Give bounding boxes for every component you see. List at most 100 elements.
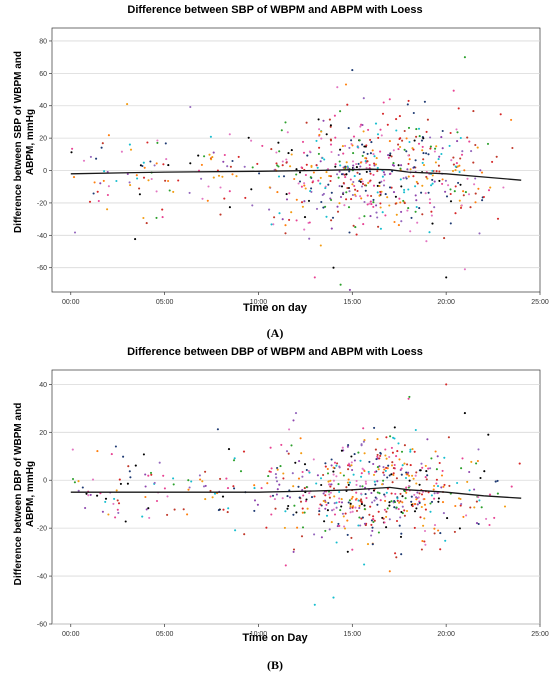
data-point (434, 147, 437, 150)
data-point (162, 474, 165, 477)
data-point (265, 526, 268, 529)
data-point (233, 487, 236, 490)
data-point (475, 522, 479, 525)
data-point (135, 174, 138, 177)
data-point (288, 496, 292, 499)
data-point (407, 471, 410, 474)
data-point (301, 475, 304, 478)
data-point (360, 492, 363, 495)
data-point (332, 473, 335, 476)
data-point (99, 182, 102, 185)
data-point (351, 69, 354, 72)
data-point (270, 513, 273, 516)
data-point (106, 193, 109, 197)
data-point (362, 130, 365, 133)
data-point (458, 164, 461, 167)
data-point (421, 539, 424, 543)
data-point (376, 480, 379, 483)
data-point (478, 499, 481, 502)
data-point (269, 446, 272, 449)
data-point (456, 131, 459, 134)
data-point (348, 231, 351, 234)
data-point (275, 476, 278, 479)
data-point (423, 540, 426, 543)
data-point (417, 496, 420, 499)
data-point (349, 511, 352, 514)
data-point (269, 495, 272, 498)
data-point (276, 468, 279, 471)
data-point (329, 179, 332, 183)
data-point (386, 123, 389, 126)
data-point (393, 220, 396, 224)
data-point (213, 492, 217, 495)
data-point (462, 515, 465, 518)
data-point (231, 173, 234, 176)
data-point (372, 198, 375, 201)
data-point (411, 147, 414, 150)
data-point (149, 160, 152, 163)
data-point (273, 498, 276, 501)
data-point (283, 526, 286, 529)
data-point (457, 107, 460, 110)
data-point (456, 165, 459, 168)
data-point (339, 148, 342, 151)
data-point (72, 176, 76, 179)
data-point (426, 177, 429, 180)
data-point (163, 487, 166, 490)
data-point (310, 165, 313, 168)
data-point (430, 494, 433, 497)
data-point (411, 505, 414, 508)
data-point (476, 146, 479, 149)
data-point (435, 478, 438, 481)
data-point (415, 498, 418, 501)
data-point (491, 160, 494, 163)
data-point (369, 215, 372, 218)
data-point (399, 178, 402, 181)
data-point (82, 159, 86, 162)
data-point (437, 500, 440, 503)
data-point (374, 163, 378, 166)
data-point (412, 175, 415, 178)
data-point (329, 138, 332, 141)
data-point (389, 435, 392, 438)
data-point (388, 474, 391, 477)
data-point (472, 161, 475, 164)
data-point (422, 524, 425, 527)
data-point (420, 505, 423, 509)
data-point (372, 205, 375, 208)
data-point (357, 162, 360, 165)
data-point (375, 497, 378, 500)
data-point (383, 468, 386, 471)
data-point (358, 172, 361, 176)
data-point (379, 150, 382, 153)
data-point (443, 483, 446, 486)
data-point (405, 509, 409, 513)
data-point (303, 182, 306, 185)
data-point (284, 224, 287, 227)
data-point (424, 476, 427, 479)
data-point (395, 213, 398, 216)
data-point (150, 473, 153, 476)
data-point (315, 164, 318, 167)
data-point (198, 474, 201, 477)
data-point (303, 200, 306, 203)
data-point (300, 166, 303, 169)
data-point (422, 158, 425, 161)
data-point (385, 526, 388, 529)
data-point (284, 564, 287, 567)
data-point (370, 523, 373, 526)
data-point (396, 450, 399, 453)
data-point (382, 479, 385, 482)
data-point (390, 155, 393, 158)
data-point (411, 474, 414, 477)
data-point (449, 192, 452, 196)
data-point (384, 499, 387, 502)
data-point (392, 164, 396, 167)
data-point (329, 143, 333, 146)
data-point (351, 468, 354, 472)
data-point (336, 210, 340, 213)
data-point (376, 503, 379, 506)
data-point (431, 169, 434, 172)
data-point (400, 510, 403, 514)
data-point (403, 490, 407, 493)
